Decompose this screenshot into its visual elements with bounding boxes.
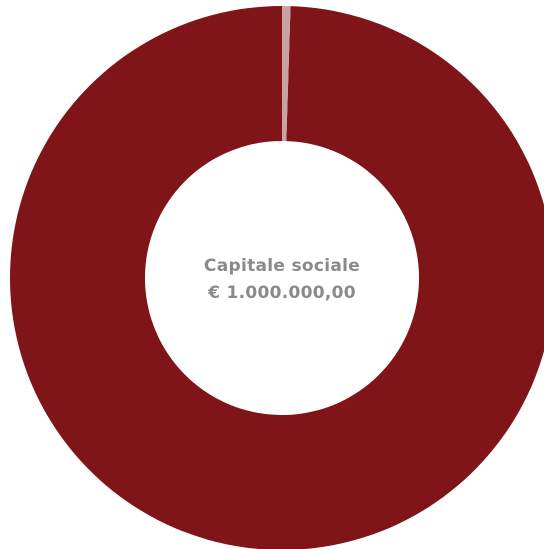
center-label-title: Capitale sociale [204, 256, 360, 276]
donut-slices [10, 6, 544, 549]
center-label-value: € 1.000.000,00 [207, 283, 356, 303]
donut-slice-2[interactable] [282, 6, 291, 142]
donut-slice-1[interactable] [10, 6, 544, 549]
